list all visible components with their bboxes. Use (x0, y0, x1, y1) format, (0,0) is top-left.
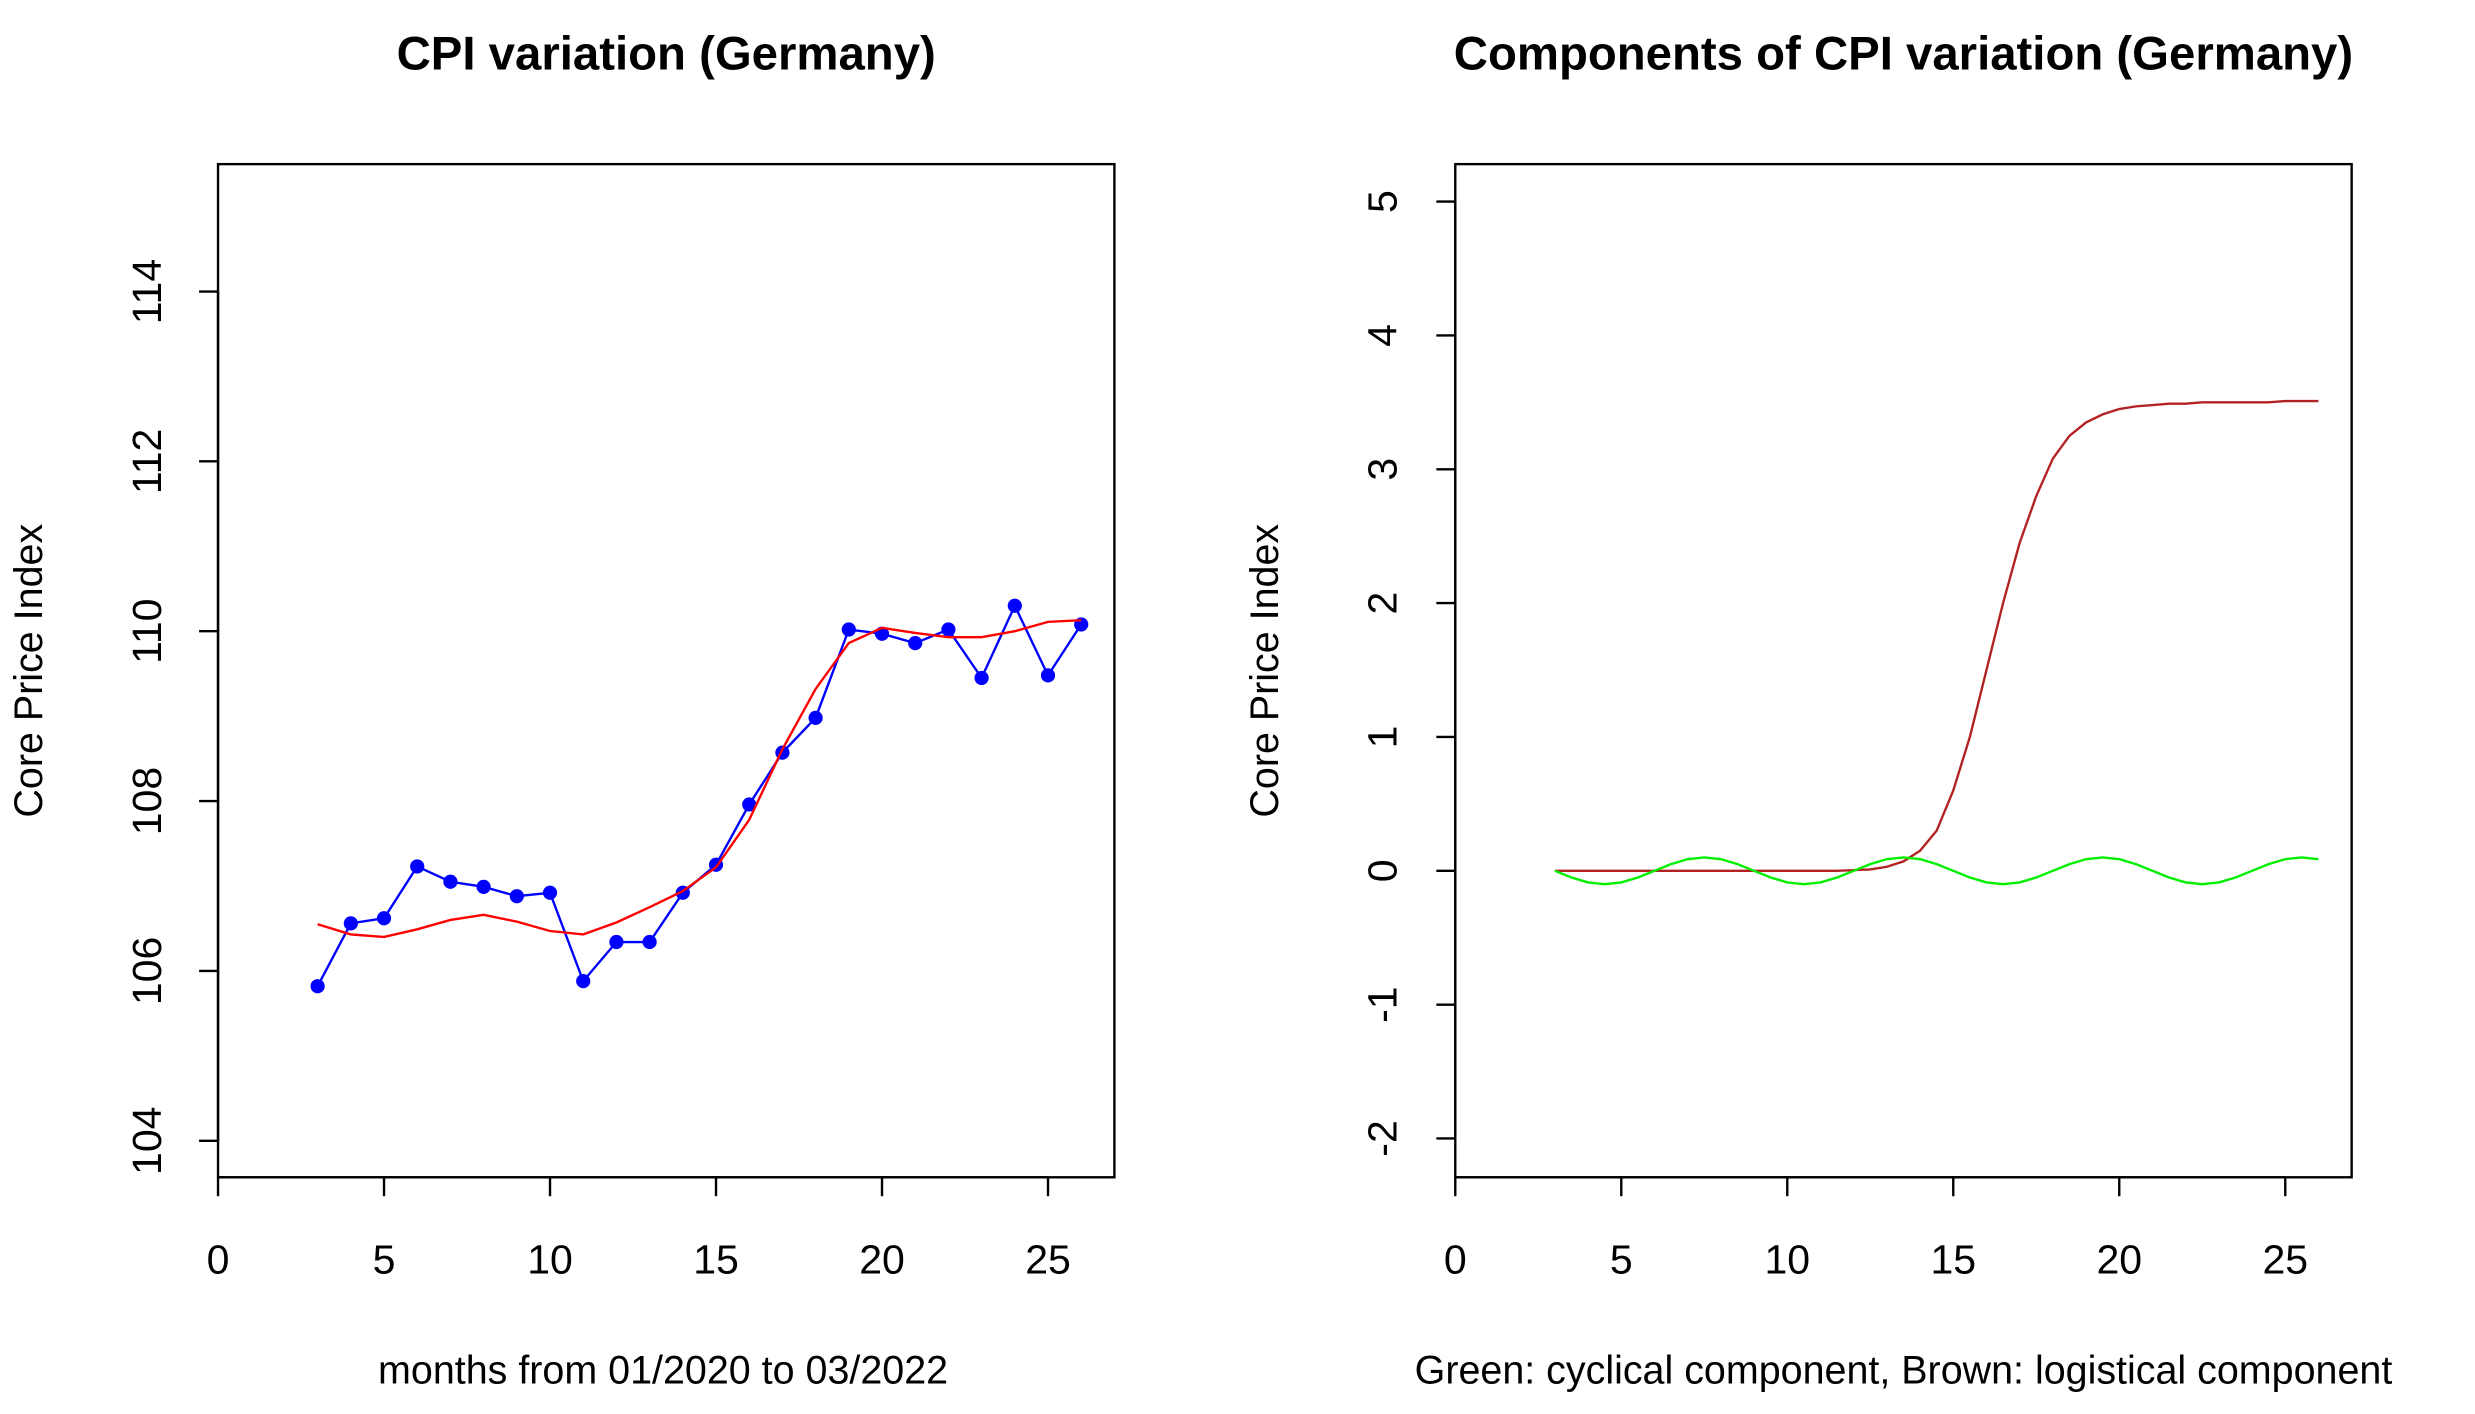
series-line (1554, 399, 2319, 872)
y-tick-label: 3 (1360, 458, 1406, 481)
series-line (1554, 856, 2319, 886)
x-tick-label: 25 (2262, 1236, 2308, 1282)
x-tick-label: 0 (207, 1236, 230, 1282)
x-tick-label: 5 (373, 1236, 396, 1282)
x-axis-label: Green: cyclical component, Brown: logist… (1415, 1348, 2393, 1392)
x-tick-label: 25 (1025, 1236, 1071, 1282)
y-tick-label: -1 (1360, 986, 1406, 1022)
x-tick-label: 20 (859, 1236, 905, 1282)
series-line (317, 618, 1082, 939)
point (742, 797, 757, 812)
y-tick-label: 4 (1360, 324, 1406, 347)
y-tick-label: 112 (124, 429, 170, 494)
x-tick-label: 20 (2096, 1236, 2142, 1282)
plot-frame (216, 162, 1116, 1179)
x-tick-label: 15 (1930, 1236, 1976, 1282)
y-tick-label: 108 (124, 767, 170, 835)
point (1007, 598, 1022, 613)
y-tick-label: 1 (1360, 726, 1406, 749)
point (509, 889, 524, 904)
y-tick-label: -2 (1360, 1120, 1406, 1156)
y-axis-label: Core Price Index (7, 524, 51, 818)
point (609, 934, 624, 950)
point (410, 859, 425, 874)
x-tick-label: 15 (693, 1236, 739, 1282)
point (941, 622, 956, 637)
x-tick-label: 0 (1444, 1236, 1467, 1282)
series-line (316, 602, 1083, 987)
point (841, 622, 856, 637)
point (642, 934, 657, 950)
x-tick-label: 10 (1764, 1236, 1810, 1282)
point (476, 879, 491, 894)
point (808, 710, 823, 725)
point (343, 916, 358, 931)
y-tick-label: 106 (124, 937, 170, 1005)
y-tick-label: 104 (124, 1107, 170, 1175)
y-tick-label: 5 (1360, 190, 1406, 213)
y-tick-label: 2 (1360, 592, 1406, 615)
point (310, 979, 325, 994)
x-axis-label: months from 01/2020 to 03/2022 (378, 1348, 948, 1392)
point (376, 911, 392, 926)
point (974, 670, 989, 686)
point (443, 874, 458, 889)
y-axis-label: Core Price Index (1243, 524, 1287, 818)
x-tick-label: 5 (1610, 1236, 1633, 1282)
point (576, 974, 591, 989)
plot-frame (1454, 162, 2353, 1179)
point (908, 636, 923, 651)
point (1040, 668, 1056, 683)
chart-title: CPI variation (Germany) (397, 27, 936, 80)
y-tick-label: 0 (1360, 859, 1406, 882)
y-tick-label: 114 (124, 259, 170, 324)
point (542, 885, 558, 900)
y-tick-label: 110 (124, 599, 170, 664)
x-tick-label: 10 (527, 1236, 573, 1282)
chart-title: Components of CPI variation (Germany) (1454, 27, 2353, 80)
